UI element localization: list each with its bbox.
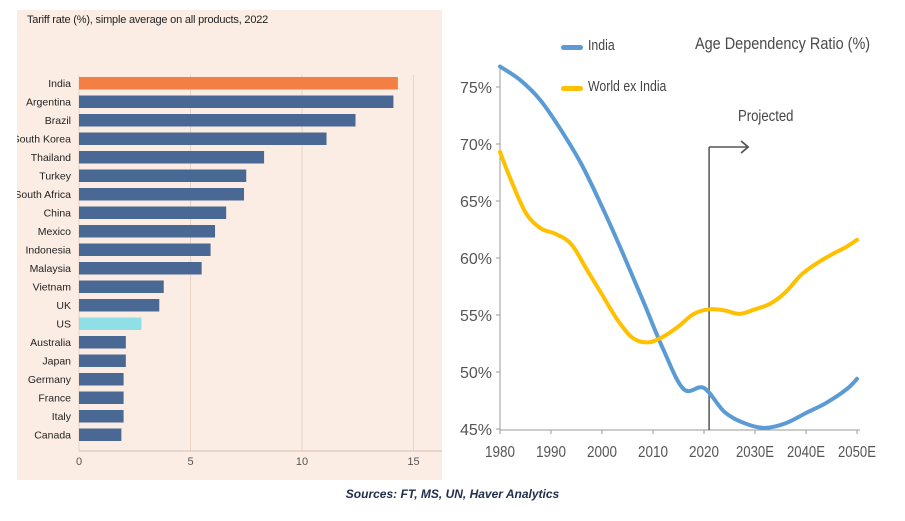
x-tick-label: 2000	[587, 444, 617, 461]
category-label-australia: Australia	[30, 337, 71, 349]
legend-india-label: India	[588, 37, 615, 54]
category-label-indonesia: Indonesia	[25, 245, 71, 257]
category-label-us: US	[56, 319, 71, 331]
category-label-thailand: Thailand	[31, 152, 71, 164]
bar-canada	[79, 428, 122, 441]
bar-turkey	[79, 169, 247, 182]
category-label-italy: Italy	[52, 411, 72, 423]
bar-indonesia	[79, 243, 211, 256]
y-tick-label: 45%	[460, 422, 492, 439]
bar-argentina	[79, 95, 394, 108]
tariff-chart-title: Tariff rate (%), simple average on all p…	[27, 14, 269, 26]
age-dependency-chart-title: Age Dependency Ratio (%)	[695, 34, 871, 53]
bar-south-korea	[79, 132, 327, 145]
bar-vietnam	[79, 280, 164, 293]
x-tick-label: 2030E	[736, 444, 774, 461]
x-tick-label: 1990	[536, 444, 566, 461]
bar-italy	[79, 410, 124, 423]
projected-arrow-head	[740, 140, 750, 154]
age-dependency-line-chart: 45% 50% 55% 60% 65% 70% 75% 1980 1990 2000 2010 202…	[460, 64, 876, 461]
x-tick-label: 1980	[485, 444, 515, 461]
bar-china	[79, 206, 227, 219]
y-tick-label: 50%	[460, 365, 492, 382]
category-label-brazil: Brazil	[45, 115, 71, 127]
bar-india	[79, 77, 398, 90]
x-tick-label: 2010	[638, 444, 668, 461]
x-tick-label: 15	[407, 456, 419, 468]
x-tick-label: 5	[187, 456, 193, 468]
bar-brazil	[79, 114, 356, 127]
y-tick-label: 75%	[460, 80, 492, 97]
y-tick-label: 70%	[460, 137, 492, 154]
x-tick-label: 2020	[689, 444, 719, 461]
bar-malaysia	[79, 262, 202, 275]
bar-thailand	[79, 151, 265, 164]
legend-india-swatch	[561, 45, 583, 50]
bar-mexico	[79, 225, 216, 238]
bar-uk	[79, 299, 160, 312]
legend-world-ex-india-swatch	[561, 86, 583, 91]
category-label-argentina: Argentina	[26, 97, 71, 109]
bar-germany	[79, 373, 124, 386]
x-tick-label: 0	[76, 456, 82, 468]
bar-us	[79, 317, 142, 330]
category-label-france: France	[38, 393, 71, 405]
category-label-south-africa: South Africa	[17, 189, 71, 201]
bar-australia	[79, 336, 126, 349]
category-label-japan: Japan	[42, 356, 71, 368]
x-tick-label: 10	[296, 456, 308, 468]
sources-footer: Sources: FT, MS, UN, Haver Analytics	[345, 487, 560, 501]
legend-world-ex-india-label: World ex India	[588, 78, 667, 95]
tariff-bar-chart: 0 5 10 15 India Argentina Brazil South Korea Tha…	[17, 75, 442, 468]
bar-japan	[79, 354, 126, 367]
y-tick-label: 65%	[460, 194, 492, 211]
projected-annotation-label: Projected	[738, 108, 794, 125]
category-label-malaysia: Malaysia	[30, 263, 72, 275]
category-label-china: China	[44, 208, 72, 220]
x-tick-label: 2050E	[838, 444, 876, 461]
category-label-canada: Canada	[34, 430, 71, 442]
category-label-south-korea: South Korea	[17, 134, 71, 146]
bar-france	[79, 391, 124, 404]
y-tick-label: 60%	[460, 251, 492, 268]
x-tick-label: 2040E	[787, 444, 825, 461]
category-label-india: India	[48, 78, 71, 90]
category-label-vietnam: Vietnam	[33, 282, 72, 294]
series-line-world-ex-india	[498, 150, 859, 345]
series-line-india	[498, 64, 859, 430]
y-tick-label: 55%	[460, 308, 492, 325]
category-label-uk: UK	[56, 300, 71, 312]
category-label-mexico: Mexico	[38, 226, 71, 238]
bar-south-africa	[79, 188, 245, 201]
category-label-turkey: Turkey	[39, 171, 71, 183]
category-label-germany: Germany	[28, 374, 72, 386]
